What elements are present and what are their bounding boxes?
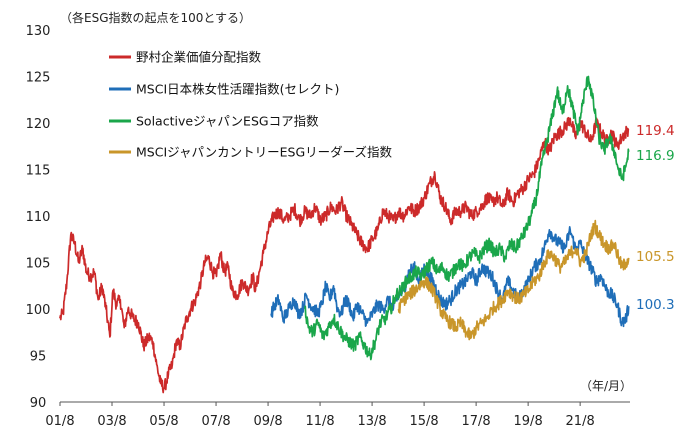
end-value-label: 100.3 bbox=[636, 297, 675, 313]
y-tick-label: 130 bbox=[26, 24, 51, 39]
end-value-label: 105.5 bbox=[636, 249, 675, 265]
legend: 野村企業価値分配指数 MSCI日本株女性活躍指数(セレクト) Solactiveジャ… bbox=[109, 50, 393, 160]
y-tick-label: 90 bbox=[30, 396, 47, 411]
x-tick-label: 03/8 bbox=[97, 414, 126, 429]
legend-label: SolactiveジャパンESGコア指数 bbox=[136, 114, 319, 129]
x-tick-label: 17/8 bbox=[462, 414, 491, 429]
x-axis-ticks: 01/8 03/8 05/8 07/8 09/8 11/8 13/8 15/8 17/8 19/8… bbox=[45, 402, 595, 429]
x-unit-label: （年/月） bbox=[580, 379, 632, 393]
y-tick-label: 115 bbox=[26, 164, 51, 179]
legend-label: MSCIジャパンカントリーESGリーダーズ指数 bbox=[136, 145, 393, 160]
x-tick-label: 21/8 bbox=[566, 414, 595, 429]
x-tick-label: 13/8 bbox=[357, 414, 386, 429]
end-value-label: 119.4 bbox=[636, 123, 675, 139]
y-axis-ticks: 90 95 100 105 110 115 120 125 130 bbox=[26, 24, 51, 411]
x-tick-label: 11/8 bbox=[305, 414, 334, 429]
series-line-2 bbox=[270, 226, 630, 328]
end-labels: 119.4 100.3 116.9 105.5 bbox=[636, 123, 675, 313]
y-tick-label: 95 bbox=[30, 350, 47, 365]
x-tick-label: 09/8 bbox=[253, 414, 282, 429]
end-value-label: 116.9 bbox=[636, 148, 675, 164]
y-tick-label: 110 bbox=[26, 210, 51, 225]
x-tick-label: 19/8 bbox=[514, 414, 543, 429]
chart-note: （各ESG指数の起点を100とする） bbox=[60, 10, 251, 25]
series-line-3 bbox=[304, 75, 630, 361]
x-tick-label: 15/8 bbox=[409, 414, 438, 429]
series-line-1 bbox=[59, 116, 630, 394]
y-tick-label: 105 bbox=[26, 257, 51, 272]
y-tick-label: 120 bbox=[26, 117, 51, 132]
legend-label: MSCI日本株女性活躍指数(セレクト) bbox=[136, 82, 339, 97]
x-tick-label: 05/8 bbox=[149, 414, 178, 429]
series-line-4 bbox=[397, 219, 630, 341]
x-tick-label: 01/8 bbox=[45, 414, 74, 429]
x-tick-label: 07/8 bbox=[201, 414, 230, 429]
series-lines bbox=[59, 75, 630, 394]
y-tick-label: 125 bbox=[26, 71, 51, 86]
y-tick-label: 100 bbox=[26, 303, 51, 318]
legend-label: 野村企業価値分配指数 bbox=[136, 50, 262, 65]
